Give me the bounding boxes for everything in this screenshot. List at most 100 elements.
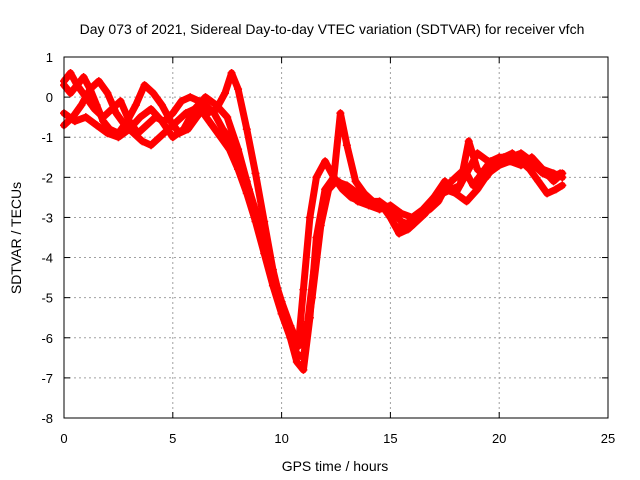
data-point: [251, 169, 260, 178]
data-point: [216, 133, 225, 142]
data-point: [147, 105, 156, 114]
data-point: [419, 209, 428, 218]
data-point: [70, 117, 79, 126]
data-point: [353, 189, 362, 198]
data-point: [207, 121, 216, 130]
data-point: [286, 321, 295, 330]
data-point: [103, 89, 112, 98]
data-point: [451, 189, 460, 198]
data-point: [543, 189, 552, 198]
data-point: [516, 149, 525, 158]
y-tick-label: 1: [46, 50, 53, 65]
data-point: [221, 89, 230, 98]
data-point: [157, 101, 166, 110]
plot-frame: [63, 56, 609, 419]
data-point: [538, 165, 547, 174]
data-point: [166, 117, 175, 126]
y-tick-label: -8: [41, 411, 53, 426]
data-point: [131, 101, 140, 110]
data-point: [332, 177, 340, 186]
data-point: [527, 153, 536, 162]
x-tick-label: 20: [492, 431, 506, 446]
data-point: [234, 145, 243, 154]
data-point: [268, 269, 277, 278]
data-point: [227, 69, 236, 78]
x-tick-label: 10: [274, 431, 288, 446]
data-point: [462, 169, 471, 178]
data-point: [168, 133, 177, 142]
data-point: [179, 125, 188, 134]
y-tick-label: -7: [41, 371, 53, 386]
data-point: [92, 101, 101, 110]
data-point: [201, 93, 210, 102]
data-point: [342, 141, 351, 150]
y-tick-label: -3: [41, 210, 53, 225]
data-point: [218, 125, 227, 134]
y-tick-label: -5: [41, 291, 53, 306]
data-point: [157, 117, 166, 126]
data-point: [92, 121, 101, 130]
data-point: [473, 149, 482, 158]
data-point: [142, 121, 151, 130]
data-point: [190, 105, 199, 114]
data-point: [116, 97, 125, 106]
data-point: [321, 189, 330, 198]
data-point: [484, 169, 493, 178]
data-point: [138, 137, 147, 146]
data-point: [125, 125, 134, 134]
data-point: [303, 317, 312, 326]
data-point: [397, 217, 406, 226]
data-point: [81, 113, 90, 122]
data-point: [525, 165, 534, 174]
series-track-d: [60, 93, 567, 350]
y-axis-label: SDTVAR / TECUs: [8, 182, 24, 294]
data-point: [140, 81, 149, 90]
data-point: [73, 81, 82, 90]
data-point: [469, 181, 478, 190]
data-point: [558, 181, 567, 190]
data-point: [147, 141, 156, 150]
x-tick-label: 25: [601, 431, 615, 446]
data-point: [292, 357, 301, 366]
data-point: [86, 85, 95, 94]
x-tick-label: 5: [169, 431, 176, 446]
data-point: [336, 109, 345, 118]
data-point: [66, 89, 75, 98]
data-point: [473, 185, 482, 194]
data-point: [342, 181, 351, 190]
data-point: [462, 197, 471, 206]
data-point: [99, 117, 108, 126]
chart-title: Day 073 of 2021, Sidereal Day-to-day VTE…: [80, 21, 585, 37]
data-point: [79, 73, 88, 82]
data-point: [558, 169, 567, 178]
data-point: [155, 133, 164, 142]
data-point: [299, 353, 308, 362]
y-tick-label: -4: [41, 251, 53, 266]
data-point: [77, 101, 86, 110]
data-point: [149, 89, 158, 98]
x-tick-label: 0: [60, 431, 67, 446]
data-point: [299, 365, 308, 374]
data-point: [123, 117, 132, 126]
data-point: [506, 157, 515, 166]
data-point: [351, 177, 360, 186]
data-point: [114, 133, 123, 142]
data-point: [429, 193, 438, 202]
data-point: [129, 129, 138, 138]
data-point: [212, 101, 221, 110]
data-point: [223, 113, 232, 122]
y-tick-label: -2: [41, 170, 53, 185]
plot-area: [60, 69, 567, 374]
data-point: [186, 93, 195, 102]
data-point: [136, 113, 145, 122]
data-point: [251, 209, 260, 218]
data-point: [375, 205, 384, 214]
data-point: [305, 213, 314, 222]
data-point: [473, 165, 482, 174]
data-point: [321, 157, 330, 166]
data-point: [551, 185, 560, 194]
data-point: [312, 173, 321, 182]
data-point: [484, 157, 493, 166]
